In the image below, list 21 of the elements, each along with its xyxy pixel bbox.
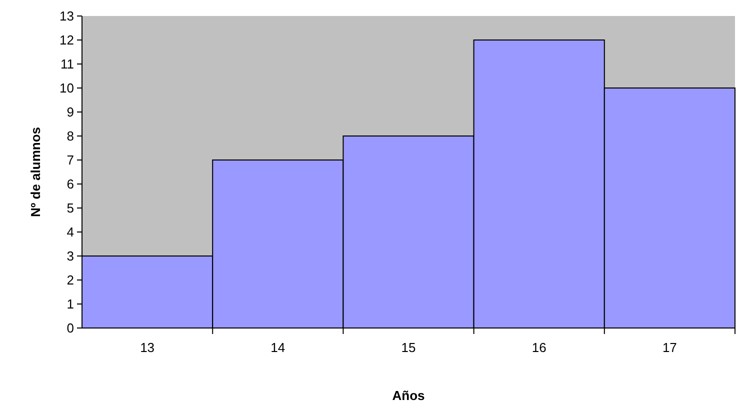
y-tick-label: 2	[66, 272, 74, 288]
y-tick-label: 7	[66, 152, 74, 168]
y-axis-title: Nº de alumnos	[28, 127, 43, 217]
y-tick-label: 6	[66, 176, 74, 192]
y-tick-label: 5	[66, 200, 74, 216]
y-tick-label: 0	[66, 320, 74, 336]
x-tick-label: 16	[532, 340, 546, 355]
y-tick-label: 13	[60, 8, 74, 24]
y-tick-label: 12	[60, 32, 74, 48]
y-tick-label: 9	[66, 104, 74, 120]
x-tick-label: 15	[401, 340, 416, 355]
y-tick-label: 8	[66, 128, 74, 144]
y-tick-label: 1	[66, 296, 74, 312]
y-tick-label: 3	[66, 248, 74, 264]
y-tick-label: 10	[60, 80, 74, 96]
x-tick-label: 13	[140, 340, 155, 355]
y-tick-label: 4	[66, 224, 74, 240]
y-tick-label: 11	[60, 56, 74, 72]
x-tick-label: 14	[270, 340, 286, 355]
x-axis-title: Años	[392, 388, 425, 403]
x-tick-label: 17	[662, 340, 677, 355]
